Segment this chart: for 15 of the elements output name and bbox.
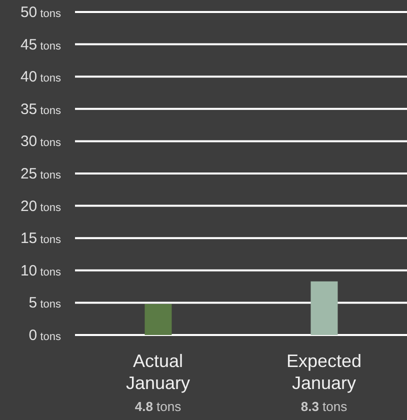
y-tick-label: 10 tons (20, 262, 62, 280)
y-tick-label: 35 tons (20, 100, 62, 118)
y-tick-label: 40 tons (20, 68, 62, 86)
y-tick-label: 30 tons (20, 133, 62, 150)
x-tick-label: Actual January (126, 351, 190, 393)
y-tick-label: 45 tons (20, 36, 62, 54)
data-label: 4.8 tons (134, 399, 182, 414)
y-tick-label: 20 tons (20, 198, 62, 215)
y-tick-label: 5 tons (28, 294, 62, 312)
y-tick-label: 15 tons (20, 230, 62, 248)
y-tick-label: 50 tons (20, 4, 62, 21)
x-tick-label: Expected January (286, 351, 362, 393)
y-tick-label: 25 tons (20, 166, 62, 182)
data-label: 8.3 tons (300, 399, 348, 414)
y-tick-label: 0 tons (28, 327, 62, 344)
